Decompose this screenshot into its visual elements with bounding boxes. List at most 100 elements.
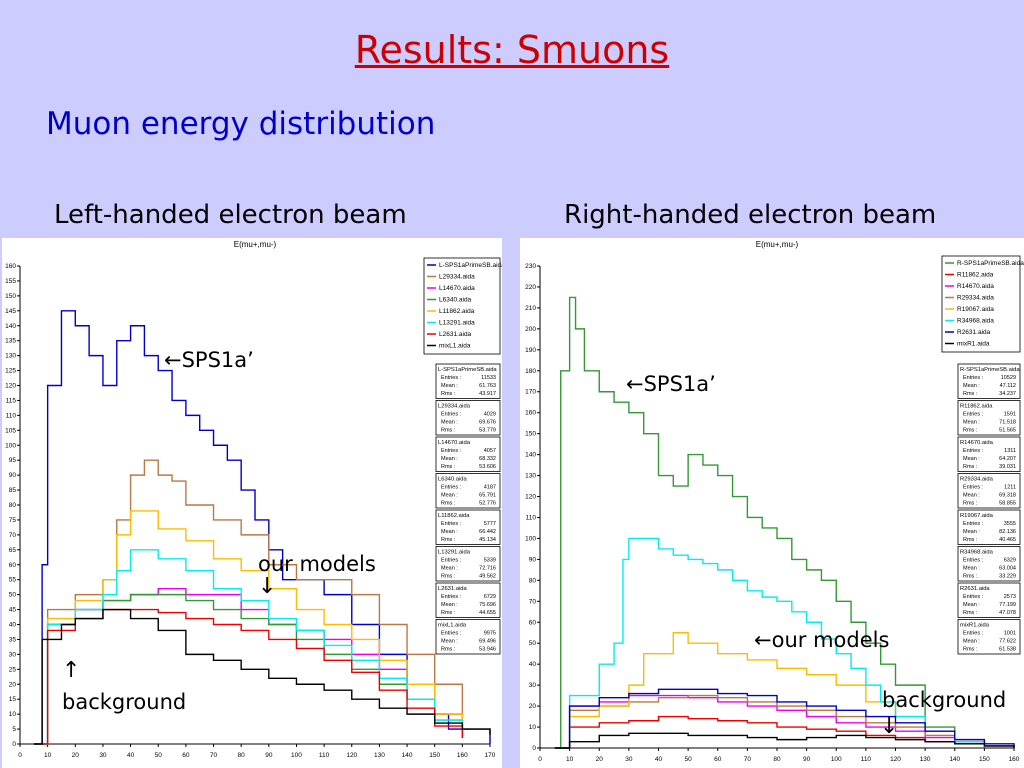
slide-subtitle: Muon energy distribution	[46, 106, 436, 142]
y-tick-label: 5	[12, 726, 16, 733]
y-tick-label: 20	[529, 703, 537, 710]
stats-value: 4029	[484, 412, 496, 418]
stats-value: 53.779	[479, 428, 496, 434]
legend-box	[941, 255, 1021, 353]
y-tick-label: 105	[5, 427, 16, 434]
y-tick-label: 60	[9, 562, 17, 569]
stats-value: 47.112	[1000, 383, 1016, 389]
y-tick-label: 90	[529, 556, 537, 563]
legend-entry: R14670.aida	[957, 283, 994, 290]
y-tick-label: 55	[9, 577, 17, 584]
stats-value: 66.442	[479, 529, 496, 535]
y-tick-label: 110	[6, 412, 17, 419]
legend-entry: L13291.aida	[439, 320, 475, 327]
stats-label: Rms :	[441, 391, 456, 397]
right-histogram: E(mu+,mu-)0 10 20 30 40 50 60 70 80 90 100 110 120 13…	[525, 240, 1024, 763]
stats-label: Entries :	[963, 594, 984, 600]
stats-label: Mean :	[963, 639, 980, 645]
stats-box	[957, 509, 1021, 545]
stats-label: Rms :	[963, 574, 978, 580]
y-tick-label: 160	[5, 263, 16, 270]
x-tick-label: 140	[949, 756, 960, 763]
legend-entry: R29334.aida	[957, 295, 994, 302]
y-tick-label: 80	[529, 577, 537, 584]
stats-name: L14670.aida	[438, 440, 471, 446]
y-tick-label: 120	[5, 383, 16, 390]
y-tick-label: 75	[9, 517, 17, 524]
x-tick-label: 100	[291, 752, 302, 759]
stats-label: Mean :	[963, 602, 980, 608]
y-tick-label: 160	[525, 410, 536, 417]
x-tick-label: 70	[210, 752, 218, 759]
y-tick-label: 35	[9, 636, 17, 643]
stats-box	[957, 582, 1021, 618]
stats-value: 75.696	[479, 602, 496, 608]
legend-entry: L-SPS1aPrimeSB.aida	[439, 262, 502, 269]
left-sps-annotation: ←SPS1a’	[164, 348, 254, 372]
x-tick-label: 20	[596, 756, 604, 763]
y-tick-label: 140	[5, 323, 16, 330]
y-tick-label: 130	[5, 353, 16, 360]
stats-box	[435, 509, 501, 545]
legend-entry: L11862.aida	[439, 308, 475, 315]
y-tick-label: 70	[9, 532, 17, 539]
stats-box	[435, 363, 501, 399]
left-histogram: E(mu+,mu-)0 10 20 30 40 50 60 70 80 90 100 110 120 13…	[5, 240, 502, 759]
y-tick-label: 145	[5, 308, 16, 315]
legend-box	[423, 257, 501, 355]
x-tick-label: 30	[99, 752, 107, 759]
stats-label: Mean :	[963, 456, 980, 462]
x-tick-label: 60	[714, 756, 722, 763]
y-tick-label: 125	[5, 368, 16, 375]
left-models-arrow: ↓	[258, 574, 277, 599]
stats-label: Rms :	[441, 574, 456, 580]
stats-label: Entries :	[441, 594, 462, 600]
stats-value: 49.562	[479, 574, 496, 580]
y-tick-label: 120	[525, 494, 536, 501]
x-tick-label: 90	[265, 752, 273, 759]
stats-label: Entries :	[441, 375, 462, 381]
x-tick-label: 40	[655, 756, 663, 763]
right-background-annotation: background	[882, 688, 1007, 712]
stats-value: 44.655	[479, 610, 496, 616]
x-tick-label: 40	[127, 752, 135, 759]
right-histogram-panel: E(mu+,mu-) 0 10 20 30 40 50 60 70 80 90 100 110 120 13…	[520, 238, 1024, 768]
stats-value: 65.791	[479, 493, 496, 499]
stats-name: R-SPS1aPrimeSB.aida	[960, 367, 1020, 373]
stats-value: 45.134	[479, 537, 496, 543]
stats-value: 53.606	[479, 464, 496, 470]
stats-label: Rms :	[963, 391, 978, 397]
stats-name: L13291.aida	[438, 550, 471, 556]
stats-name: L2631.aida	[438, 586, 467, 592]
x-tick-label: 80	[773, 756, 781, 763]
chart-title: E(mu+,mu-)	[234, 240, 277, 249]
y-tick-label: 170	[525, 389, 536, 396]
series-line-R2631-aida	[554, 688, 1015, 749]
y-tick-label: 155	[5, 278, 16, 285]
stats-box	[957, 400, 1021, 436]
y-tick-label: 0	[12, 741, 16, 748]
stats-label: Entries :	[441, 448, 462, 454]
stats-value: 2573	[1004, 594, 1016, 600]
stats-value: 47.078	[999, 610, 1016, 616]
stats-name: R34968.aida	[960, 550, 994, 556]
y-tick-label: 60	[529, 619, 537, 626]
stats-label: Rms :	[441, 428, 456, 434]
x-tick-label: 70	[744, 756, 752, 763]
stats-label: Rms :	[963, 537, 978, 543]
y-tick-label: 70	[529, 598, 537, 605]
stats-label: Rms :	[441, 610, 456, 616]
y-tick-label: 180	[525, 368, 536, 375]
stats-value: 4187	[484, 485, 496, 491]
y-tick-label: 85	[9, 487, 17, 494]
x-tick-label: 0	[18, 752, 22, 759]
x-tick-label: 150	[429, 752, 440, 759]
stats-label: Mean :	[441, 566, 458, 572]
stats-label: Mean :	[441, 493, 458, 499]
x-tick-label: 120	[890, 756, 901, 763]
stats-label: Mean :	[441, 420, 458, 426]
series-line-R34968-aida	[554, 537, 1015, 749]
x-tick-label: 60	[182, 752, 190, 759]
x-tick-label: 80	[238, 752, 246, 759]
stats-label: Entries :	[963, 375, 984, 381]
